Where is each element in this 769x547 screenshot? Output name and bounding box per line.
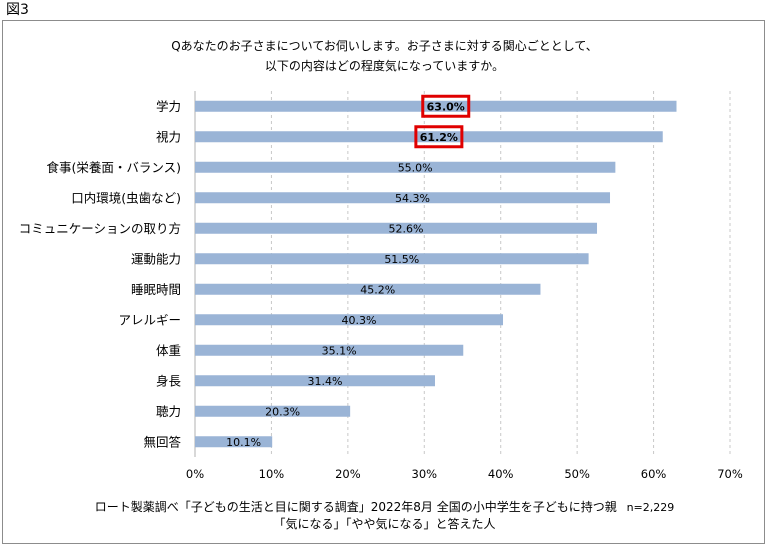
highlight-box: [414, 125, 464, 149]
data-label: 61.2%: [420, 131, 458, 144]
x-tick-label: 20%: [335, 467, 361, 481]
category-label: 視力: [156, 129, 181, 144]
category-label: コミュニケーションの取り方: [19, 221, 181, 236]
data-label: 20.3%: [265, 405, 300, 418]
x-tick-label: 0%: [186, 467, 204, 481]
footer-note: 「気になる」「やや気になる」と答えた人: [273, 517, 496, 531]
category-label: 体重: [156, 343, 181, 358]
category-label: 食事(栄養面・バランス): [46, 160, 181, 175]
source-text: ロート製薬調べ「子どもの生活と目に関する調査」2022年8月 全国の小中学生を子…: [94, 500, 617, 514]
bar: [195, 161, 616, 173]
sample-size: n=2,229: [626, 501, 675, 514]
bar: [195, 283, 541, 295]
category-label: 学力: [156, 99, 181, 114]
x-tick-label: 30%: [412, 467, 438, 481]
bar: [195, 375, 435, 387]
bar: [195, 131, 663, 143]
category-label: 聴力: [156, 404, 181, 419]
question-line-1: Qあなたのお子さまについてお伺いします。お子さまに対する関心ごととして、: [171, 39, 598, 53]
x-tick-label: 40%: [488, 467, 514, 481]
category-label: 睡眠時間: [131, 282, 181, 297]
data-label: 40.3%: [342, 314, 377, 327]
bar: [195, 192, 611, 204]
bar: [195, 100, 677, 112]
bar: [195, 314, 504, 326]
bar: [195, 222, 598, 234]
data-label: 45.2%: [360, 283, 395, 296]
x-tick-label: 60%: [641, 467, 667, 481]
bar: [195, 253, 589, 265]
data-label: 63.0%: [427, 100, 465, 113]
data-label: 52.6%: [389, 222, 424, 235]
x-tick-label: 50%: [564, 467, 590, 481]
bar: [195, 405, 351, 417]
highlight-box: [421, 94, 471, 118]
data-label: 54.3%: [395, 192, 430, 205]
x-tick-label: 10%: [259, 467, 285, 481]
footer-source: ロート製薬調べ「子どもの生活と目に関する調査」2022年8月 全国の小中学生を子…: [0, 500, 769, 515]
category-label: アレルギー: [118, 312, 181, 327]
data-label: 51.5%: [384, 253, 419, 266]
bar: [195, 344, 464, 356]
category-label: 無回答: [143, 434, 181, 449]
chart-frame: [2, 20, 765, 544]
category-label: 口内環境(虫歯など): [71, 190, 181, 205]
data-label: 10.1%: [226, 436, 261, 449]
x-tick-label: 70%: [717, 467, 743, 481]
data-label: 35.1%: [322, 344, 357, 357]
bar: [195, 436, 273, 448]
category-label: 運動能力: [131, 251, 181, 266]
figure-label: 図3: [6, 2, 29, 18]
category-label: 身長: [156, 373, 182, 388]
data-label: 31.4%: [308, 375, 343, 388]
question-line-2: 以下の内容はどの程度気になっていますか。: [264, 59, 505, 73]
data-label: 55.0%: [398, 161, 433, 174]
